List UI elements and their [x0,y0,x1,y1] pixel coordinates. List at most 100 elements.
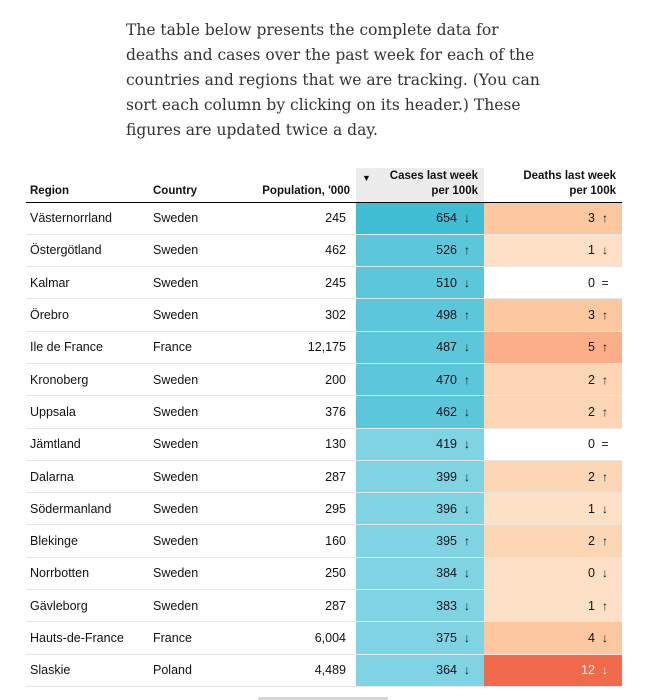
country-cell: Sweden [149,298,236,332]
cases-trend-icon: ↑ [464,243,470,258]
region-cell: Örebro [26,298,149,332]
table-row: Västernorrland Sweden 245 654 ↓ 3 ↑ [26,202,622,235]
header-cases[interactable]: ▼ Cases last week per 100k [356,168,484,203]
header-population[interactable]: Population, '000 [236,168,356,203]
table-row: Jämtland Sweden 130 419 ↓ 0 = [26,428,622,461]
cases-trend-icon: ↓ [464,663,470,678]
country-cell: Poland [149,654,236,687]
cases-cell: 526 ↑ [356,234,484,268]
deaths-cell: 0 = [484,266,622,300]
cases-cell: 396 ↓ [356,492,484,526]
country-cell: Sweden [149,428,236,461]
cases-cell: 383 ↓ [356,589,484,623]
intro-paragraph: The table below presents the complete da… [126,21,540,139]
deaths-cell: 12 ↓ [484,654,622,687]
deaths-value: 5 [588,340,595,355]
region-cell: Blekinge [26,524,149,558]
population-cell: 287 [236,460,356,494]
cases-trend-icon: ↓ [464,437,470,452]
cases-cell: 419 ↓ [356,428,484,461]
header-cases-line2: per 100k [431,184,478,197]
region-cell: Norrbotten [26,557,149,591]
cases-cell: 510 ↓ [356,266,484,300]
region-cell: Kronoberg [26,363,149,397]
table-row: Kalmar Sweden 245 510 ↓ 0 = [26,266,622,300]
deaths-value: 1 [588,598,595,613]
country-cell: Sweden [149,395,236,429]
cases-cell: 399 ↓ [356,460,484,494]
cases-trend-icon: ↓ [464,340,470,355]
table-row: Slaskie Poland 4,489 364 ↓ 12 ↓ [26,654,622,687]
cases-value: 498 [436,308,457,323]
deaths-cell: 3 ↑ [484,298,622,332]
region-cell: Uppsala [26,395,149,429]
cases-value: 654 [436,211,457,226]
deaths-value: 0 [588,437,595,452]
deaths-trend-icon: ↓ [602,243,608,258]
horizontal-scrollbar[interactable] [258,697,388,700]
deaths-trend-icon: ↑ [602,308,608,323]
region-cell: Ile de France [26,331,149,364]
cases-cell: 364 ↓ [356,654,484,687]
table-row: Östergötland Sweden 462 526 ↑ 1 ↓ [26,234,622,268]
cases-value: 419 [436,437,457,452]
deaths-trend-icon: ↑ [602,534,608,549]
deaths-cell: 1 ↑ [484,589,622,623]
country-cell: Sweden [149,492,236,526]
table-row: Hauts-de-France France 6,004 375 ↓ 4 ↓ [26,621,622,655]
deaths-value: 2 [588,404,595,419]
deaths-trend-icon: ↑ [602,340,608,355]
population-cell: 245 [236,266,356,300]
cases-trend-icon: ↓ [464,566,470,581]
cases-value: 526 [436,243,457,258]
region-cell: Södermanland [26,492,149,526]
population-cell: 302 [236,298,356,332]
cases-value: 395 [436,534,457,549]
deaths-value: 0 [588,275,595,290]
country-cell: Sweden [149,557,236,591]
region-cell: Slaskie [26,654,149,687]
population-cell: 130 [236,428,356,461]
cases-value: 383 [436,598,457,613]
deaths-trend-icon: ↑ [602,372,608,387]
header-cases-line1: Cases last week [389,169,478,182]
cases-value: 462 [436,404,457,419]
table-row: Norrbotten Sweden 250 384 ↓ 0 ↓ [26,557,622,591]
deaths-value: 1 [588,501,595,516]
deaths-value: 12 [581,663,595,678]
header-region[interactable]: Region [26,168,149,203]
deaths-cell: 2 ↑ [484,363,622,397]
sort-descending-icon: ▼ [362,173,371,183]
cases-cell: 487 ↓ [356,331,484,364]
region-cell: Västernorrland [26,202,149,235]
table-row: Blekinge Sweden 160 395 ↑ 2 ↑ [26,524,622,558]
cases-cell: 470 ↑ [356,363,484,397]
deaths-cell: 2 ↑ [484,524,622,558]
cases-trend-icon: ↓ [464,631,470,645]
cases-trend-icon: ↓ [464,469,470,484]
region-cell: Jämtland [26,428,149,461]
deaths-value: 1 [588,243,595,258]
cases-cell: 462 ↓ [356,395,484,429]
cases-trend-icon: ↓ [464,275,470,290]
deaths-value: 4 [588,631,595,645]
population-cell: 6,004 [236,621,356,655]
table-row: Uppsala Sweden 376 462 ↓ 2 ↑ [26,395,622,429]
deaths-cell: 3 ↑ [484,202,622,235]
population-cell: 462 [236,234,356,268]
table-header-row: Region Country Population, '000 ▼ Cases … [26,168,622,203]
population-cell: 160 [236,524,356,558]
header-country[interactable]: Country [149,168,236,203]
population-cell: 295 [236,492,356,526]
country-cell: France [149,621,236,655]
cases-cell: 654 ↓ [356,202,484,235]
population-cell: 245 [236,202,356,235]
header-deaths[interactable]: Deaths last week per 100k [484,168,622,203]
deaths-trend-icon: ↓ [602,566,608,581]
table-row: Dalarna Sweden 287 399 ↓ 2 ↑ [26,460,622,494]
population-cell: 200 [236,363,356,397]
country-cell: Sweden [149,202,236,235]
deaths-trend-icon: ↑ [602,469,608,484]
deaths-trend-icon: = [601,275,609,290]
country-cell: France [149,331,236,364]
